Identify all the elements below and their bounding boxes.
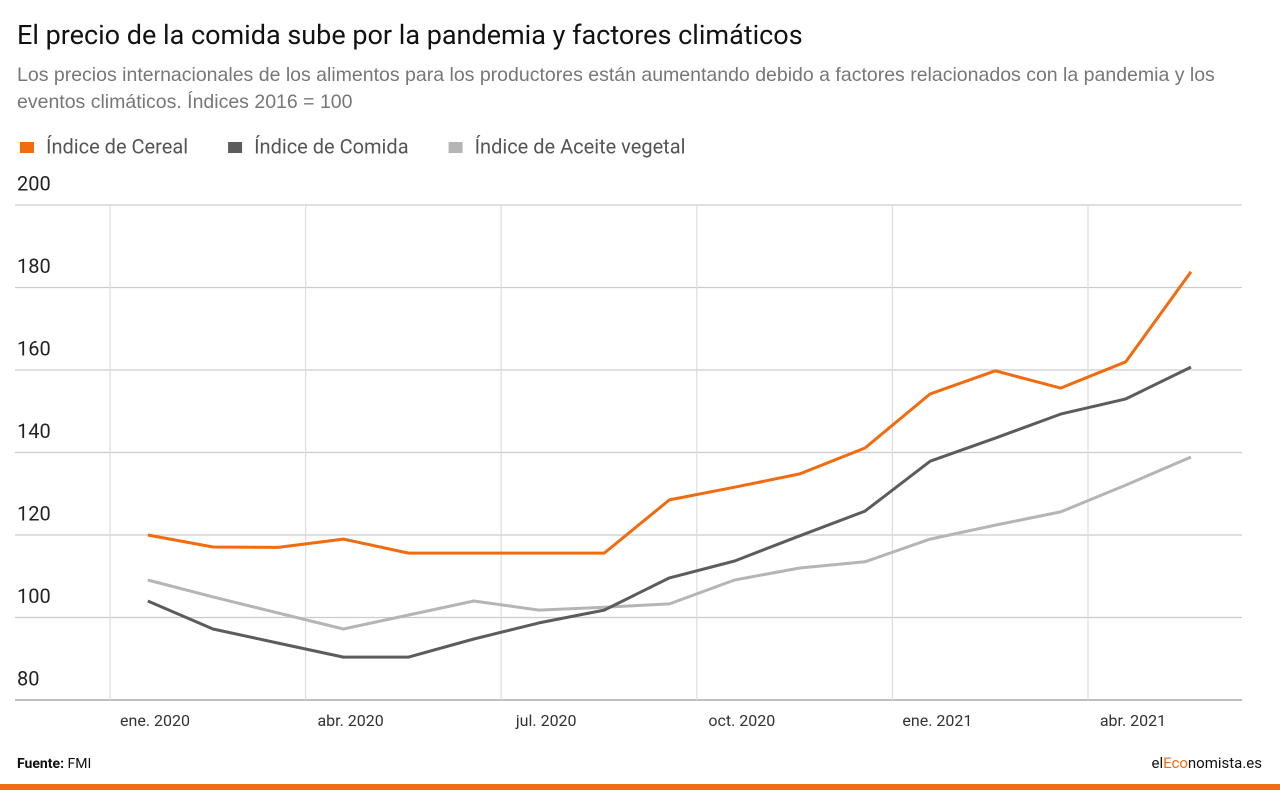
source: Fuente: FMI [17, 756, 91, 772]
y-tick-label: 200 [17, 171, 51, 195]
legend-swatch [448, 142, 463, 153]
y-tick-label: 100 [17, 584, 51, 608]
series-line [147, 270, 1193, 555]
x-tick-label: abr. 2020 [317, 711, 383, 730]
legend-label: Índice de Comida [254, 134, 409, 158]
y-tick-label: 140 [17, 419, 51, 443]
source-name: FMI [68, 756, 92, 772]
source-label: Fuente: [17, 756, 64, 772]
x-tick-label: oct. 2020 [708, 711, 775, 730]
legend-label: Índice de Cereal [46, 134, 188, 158]
y-tick-label: 180 [17, 254, 51, 278]
brand-part: Eco [1163, 754, 1188, 772]
chart-title: El precio de la comida sube por la pande… [17, 19, 803, 51]
legend: Índice de Cereal Índice de Comida Índice d… [20, 134, 685, 158]
y-tick-label: 80 [17, 666, 39, 690]
legend-swatch [228, 142, 243, 153]
brand: elEconomista.es [1151, 754, 1262, 772]
x-tick-label: ene. 2020 [120, 711, 190, 730]
legend-label: Índice de Aceite vegetal [475, 134, 686, 158]
legend-swatch [20, 142, 34, 153]
x-tick-label: jul. 2020 [515, 711, 577, 730]
bottom-bar [0, 784, 1280, 790]
brand-part: el [1151, 754, 1163, 772]
chart-subtitle: Los precios internacionales de los alime… [17, 64, 1215, 113]
y-tick-label: 160 [17, 336, 51, 360]
x-tick-label: abr. 2021 [1100, 711, 1166, 730]
subtitle-box: Los precios internacionales de los alime… [17, 64, 1215, 113]
series-line [147, 455, 1192, 631]
plot: 80 100 120 140 160 180 200 ene. 2020 abr. 2020 ju… [15, 171, 1242, 730]
series-line [147, 365, 1192, 659]
x-tick-label: ene. 2021 [902, 711, 972, 730]
y-tick-label: 120 [17, 501, 51, 525]
brand-part: nomista.es [1188, 754, 1262, 772]
